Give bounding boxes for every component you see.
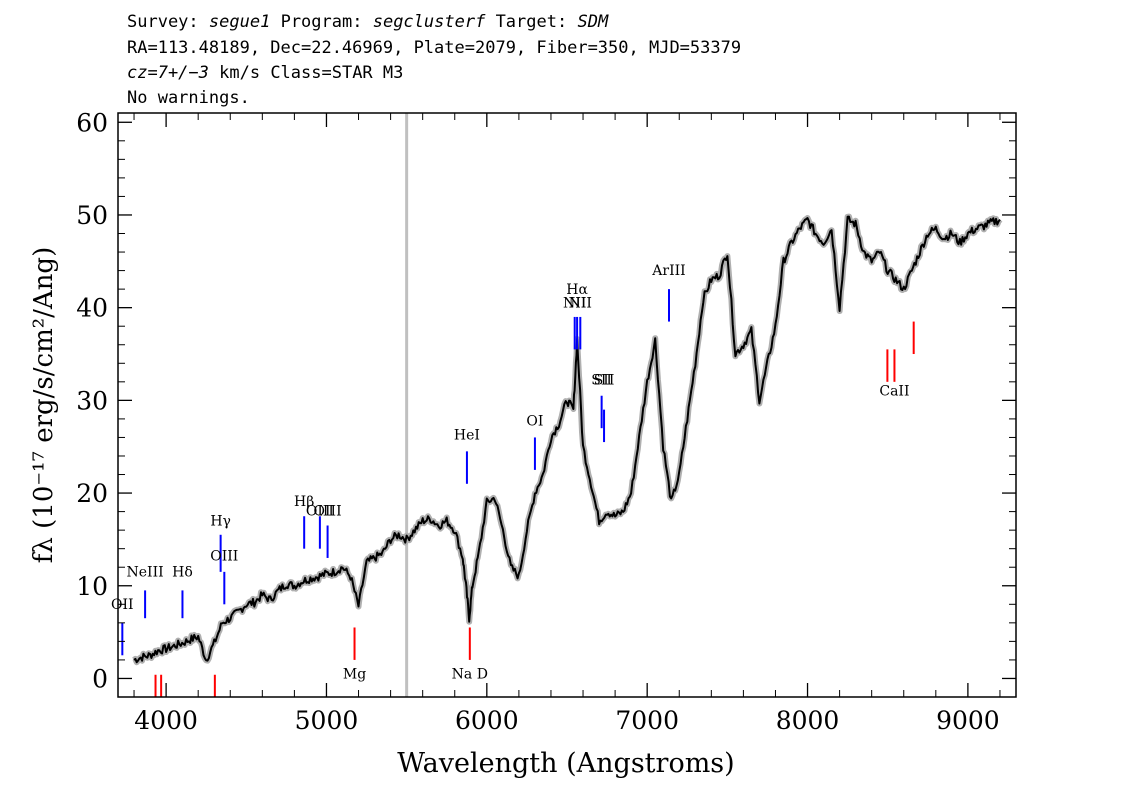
emission-line-label: OII bbox=[111, 597, 134, 613]
cz-value: cz=7+/−3 bbox=[127, 63, 209, 83]
emission-line-label: OIII bbox=[314, 503, 342, 519]
header-line-1: Survey: segue1 Program: segclusterf Targ… bbox=[127, 12, 608, 32]
x-tick-label: 8000 bbox=[776, 706, 840, 735]
emission-line-label: SII bbox=[594, 373, 615, 389]
emission-line-label: Hα bbox=[566, 282, 588, 298]
x-tick-label: 7000 bbox=[615, 706, 679, 735]
spectrum-line bbox=[133, 215, 1001, 664]
x-tick-label: 5000 bbox=[295, 706, 359, 735]
emission-line-label: Hδ bbox=[172, 564, 193, 580]
survey-value: segue1 bbox=[208, 12, 271, 32]
plot-frame bbox=[117, 112, 1017, 698]
target-label: Target: bbox=[495, 12, 568, 32]
target-value: SDM bbox=[577, 12, 609, 32]
emission-line-label: NeIII bbox=[127, 564, 164, 580]
emission-line-label: OI bbox=[526, 413, 543, 429]
emission-line-label: SII bbox=[591, 373, 612, 389]
y-tick-label: 0 bbox=[92, 664, 108, 693]
absorption-line-label: Mg bbox=[343, 666, 366, 682]
y-axis-label: fλ (10⁻¹⁷ erg/s/cm²/Ang) bbox=[29, 247, 59, 563]
emission-line-label: ArIII bbox=[651, 263, 685, 279]
y-tick-label: 20 bbox=[76, 479, 108, 508]
y-tick-label: 30 bbox=[76, 386, 108, 415]
emission-line-label: Hβ bbox=[294, 494, 314, 510]
emission-line-label: NII bbox=[569, 296, 592, 312]
y-tick-label: 50 bbox=[76, 201, 108, 230]
x-tick-label: 9000 bbox=[936, 706, 1000, 735]
y-tick-label: 40 bbox=[76, 294, 108, 323]
emission-line-label: OIII bbox=[210, 549, 238, 565]
y-tick-label: 60 bbox=[76, 108, 108, 137]
header-line-3: cz=7+/−3 km/s Class=STAR M3 bbox=[127, 63, 403, 83]
emission-line-label: HeI bbox=[454, 427, 480, 443]
program-label: Program: bbox=[280, 12, 363, 32]
cz-unit-class: km/s Class=STAR M3 bbox=[219, 63, 404, 83]
absorption-line-label: Na D bbox=[452, 666, 488, 682]
program-value: segclusterf bbox=[372, 12, 486, 32]
header-line-2: RA=113.48189, Dec=22.46969, Plate=2079, … bbox=[127, 38, 742, 58]
absorption-line-label: CaII bbox=[879, 384, 909, 400]
emission-line-label: NII bbox=[563, 296, 586, 312]
y-tick-label: 10 bbox=[76, 572, 108, 601]
emission-line-label: Hγ bbox=[210, 514, 231, 530]
x-tick-label: 6000 bbox=[455, 706, 519, 735]
emission-line-label: OIII bbox=[306, 503, 334, 519]
header-line-4: No warnings. bbox=[127, 88, 250, 108]
survey-label: Survey: bbox=[127, 12, 199, 32]
x-axis-label: Wavelength (Angstroms) bbox=[397, 748, 734, 779]
x-tick-label: 4000 bbox=[134, 706, 198, 735]
